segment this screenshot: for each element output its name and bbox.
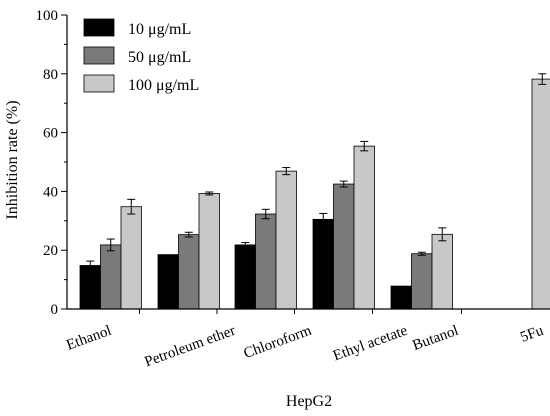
category-label-3: Ethyl acetate — [331, 323, 410, 365]
y-tick-label: 80 — [43, 67, 58, 83]
error-bar-2-2 — [282, 167, 291, 176]
bar-0-4 — [390, 285, 412, 310]
bar-2-0 — [120, 206, 142, 310]
legend-entry-1: 50 μg/mL — [83, 46, 191, 66]
x-axis-title: HepG2 — [286, 393, 332, 410]
category-label-1: Petroleum ether — [143, 323, 238, 371]
bar-1-1 — [178, 234, 200, 310]
category-label-4: Butanol — [411, 323, 461, 354]
category-label-0: Ethanol — [64, 323, 113, 354]
bar-1-3 — [333, 183, 355, 310]
bar-0-3 — [312, 218, 334, 310]
error-bars-layer — [86, 73, 547, 271]
error-bar-1-1 — [184, 231, 193, 238]
bar-1-2 — [255, 213, 277, 310]
legend-entry-2: 100 μg/mL — [83, 74, 199, 94]
legend-swatch — [83, 74, 115, 93]
bar-0-1 — [157, 254, 179, 310]
error-bar-2-0 — [127, 198, 136, 215]
bar-0-2 — [234, 244, 256, 310]
error-bar-2-4 — [438, 227, 447, 242]
legend: 10 μg/mL 50 μg/mL 100 μg/mL — [83, 18, 199, 94]
category-label-5: 5Fu — [518, 323, 546, 346]
legend-swatch — [83, 18, 115, 37]
y-tick-label: 0 — [51, 302, 59, 318]
legend-label: 50 μg/mL — [128, 49, 191, 66]
legend-label: 100 μg/mL — [128, 77, 199, 94]
bar-1-4 — [411, 253, 433, 310]
category-labels-layer: Ethanol Petroleum ether Chloroform Ethyl ac… — [64, 323, 546, 371]
y-tick-label: 20 — [43, 243, 58, 259]
bars-layer — [79, 78, 550, 310]
y-tick-label: 40 — [43, 184, 58, 200]
error-bar-0-2 — [241, 242, 250, 248]
bar-1-0 — [100, 244, 122, 310]
error-bar-2-3 — [360, 140, 369, 152]
error-bar-1-3 — [339, 180, 348, 188]
legend-entry-0: 10 μg/mL — [83, 18, 191, 38]
bar-2-3 — [353, 145, 375, 310]
legend-swatch — [83, 46, 115, 65]
y-tick-label: 100 — [36, 8, 59, 24]
error-bar-1-4 — [417, 251, 426, 256]
error-bar-0-3 — [319, 212, 328, 226]
error-bar-1-2 — [261, 208, 270, 220]
legend-label: 10 μg/mL — [128, 21, 191, 38]
y-tick-label: 60 — [43, 126, 58, 142]
error-bar-2-1 — [205, 191, 214, 196]
error-bar-2-5 — [538, 73, 547, 85]
bar-0-0 — [79, 265, 101, 310]
bar-2-2 — [275, 170, 297, 310]
error-bar-0-0 — [86, 260, 95, 271]
y-ticks-layer: 0 20 40 60 80 100 — [36, 8, 462, 318]
bar-2-5 — [531, 78, 550, 310]
bar-2-4 — [431, 233, 453, 310]
category-label-2: Chloroform — [242, 323, 314, 362]
error-bar-1-0 — [106, 238, 115, 252]
y-axis-title: Inhibition rate (%) — [4, 100, 21, 219]
bar-2-1 — [198, 193, 220, 310]
